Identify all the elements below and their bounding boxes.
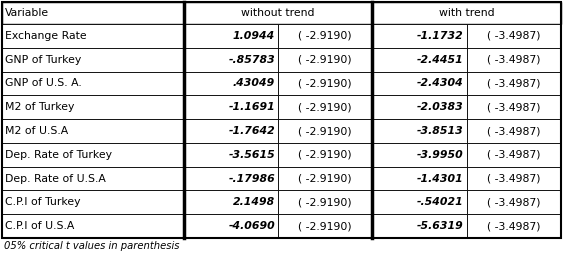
Text: ( -2.9190): ( -2.9190)	[298, 197, 352, 207]
Bar	[2, 48, 184, 71]
Bar	[372, 190, 467, 214]
Text: ( -2.9190): ( -2.9190)	[298, 150, 352, 160]
Bar	[184, 95, 278, 119]
Bar	[372, 24, 467, 48]
Bar	[372, 214, 467, 238]
Text: ( -2.9190): ( -2.9190)	[298, 126, 352, 136]
Text: Variable: Variable	[5, 8, 49, 18]
Text: -1.7642: -1.7642	[228, 126, 275, 136]
Bar	[278, 24, 372, 48]
Text: -.17986: -.17986	[228, 174, 275, 183]
Text: ( -3.4987): ( -3.4987)	[487, 78, 540, 88]
Text: ( -3.4987): ( -3.4987)	[487, 55, 540, 65]
Bar	[184, 143, 278, 167]
Bar	[467, 48, 561, 71]
Text: C.P.I of Turkey: C.P.I of Turkey	[5, 197, 81, 207]
Text: GNP of U.S. A.: GNP of U.S. A.	[5, 78, 82, 88]
Text: 2.1498: 2.1498	[233, 197, 275, 207]
Bar	[467, 190, 561, 214]
Bar	[467, 71, 561, 95]
Bar	[372, 48, 467, 71]
Text: -4.0690: -4.0690	[228, 221, 275, 231]
Bar	[184, 119, 278, 143]
Bar	[2, 119, 184, 143]
Text: -5.6319: -5.6319	[417, 221, 464, 231]
Bar	[184, 71, 278, 95]
Bar	[184, 190, 278, 214]
Bar	[184, 167, 278, 190]
Bar	[278, 167, 372, 190]
Text: ( -3.4987): ( -3.4987)	[487, 126, 540, 136]
Text: with trend: with trend	[439, 8, 494, 18]
Bar	[372, 95, 467, 119]
Bar	[372, 143, 467, 167]
Text: 05% critical t values in parenthesis: 05% critical t values in parenthesis	[4, 241, 180, 251]
Text: ( -2.9190): ( -2.9190)	[298, 78, 352, 88]
Text: Dep. Rate of Turkey: Dep. Rate of Turkey	[5, 150, 112, 160]
Text: ( -3.4987): ( -3.4987)	[487, 31, 540, 41]
Text: M2 of Turkey: M2 of Turkey	[5, 102, 74, 112]
Text: without trend: without trend	[241, 8, 315, 18]
Text: -3.8513: -3.8513	[417, 126, 464, 136]
Text: -2.0383: -2.0383	[417, 102, 464, 112]
Text: ( -2.9190): ( -2.9190)	[298, 55, 352, 65]
Text: ( -3.4987): ( -3.4987)	[487, 174, 540, 183]
Text: -.85783: -.85783	[228, 55, 275, 65]
Bar	[2, 214, 184, 238]
Text: -1.1691: -1.1691	[228, 102, 275, 112]
Bar	[467, 24, 561, 48]
Bar	[372, 71, 467, 95]
Text: ( -2.9190): ( -2.9190)	[298, 31, 352, 41]
Text: Exchange Rate: Exchange Rate	[5, 31, 87, 41]
Bar	[372, 167, 467, 190]
Bar	[2, 167, 184, 190]
Bar	[2, 190, 184, 214]
Bar	[184, 214, 278, 238]
Text: -3.9950: -3.9950	[417, 150, 464, 160]
Bar	[184, 24, 278, 48]
Text: .43049: .43049	[233, 78, 275, 88]
Text: -2.4304: -2.4304	[417, 78, 464, 88]
Text: GNP of Turkey: GNP of Turkey	[5, 55, 81, 65]
Text: C.P.I of U.S.A: C.P.I of U.S.A	[5, 221, 74, 231]
Bar	[2, 2, 184, 24]
Text: -1.4301: -1.4301	[417, 174, 464, 183]
Bar	[184, 48, 278, 71]
Bar	[278, 71, 372, 95]
Bar	[278, 48, 372, 71]
Text: -2.4451: -2.4451	[417, 55, 464, 65]
Text: ( -3.4987): ( -3.4987)	[487, 197, 540, 207]
Text: ( -3.4987): ( -3.4987)	[487, 221, 540, 231]
Bar	[467, 143, 561, 167]
Bar	[278, 190, 372, 214]
Bar	[2, 71, 184, 95]
Bar	[467, 214, 561, 238]
Bar	[467, 167, 561, 190]
Bar	[2, 95, 184, 119]
Text: ( -3.4987): ( -3.4987)	[487, 102, 540, 112]
Text: -3.5615: -3.5615	[228, 150, 275, 160]
Text: ( -2.9190): ( -2.9190)	[298, 174, 352, 183]
Bar	[278, 95, 372, 119]
Bar	[278, 143, 372, 167]
Text: Dep. Rate of U.S.A: Dep. Rate of U.S.A	[5, 174, 106, 183]
Text: -.54021: -.54021	[417, 197, 464, 207]
Bar	[2, 143, 184, 167]
Bar	[467, 119, 561, 143]
Bar	[278, 214, 372, 238]
Text: -1.1732: -1.1732	[417, 31, 464, 41]
Bar	[372, 119, 467, 143]
Text: M2 of U.S.A: M2 of U.S.A	[5, 126, 68, 136]
Bar	[2, 24, 184, 48]
Text: ( -2.9190): ( -2.9190)	[298, 221, 352, 231]
Bar	[467, 95, 561, 119]
Text: 1.0944: 1.0944	[233, 31, 275, 41]
Text: ( -3.4987): ( -3.4987)	[487, 150, 540, 160]
Text: ( -2.9190): ( -2.9190)	[298, 102, 352, 112]
Bar	[184, 2, 372, 24]
Bar	[372, 2, 561, 24]
Bar	[278, 119, 372, 143]
